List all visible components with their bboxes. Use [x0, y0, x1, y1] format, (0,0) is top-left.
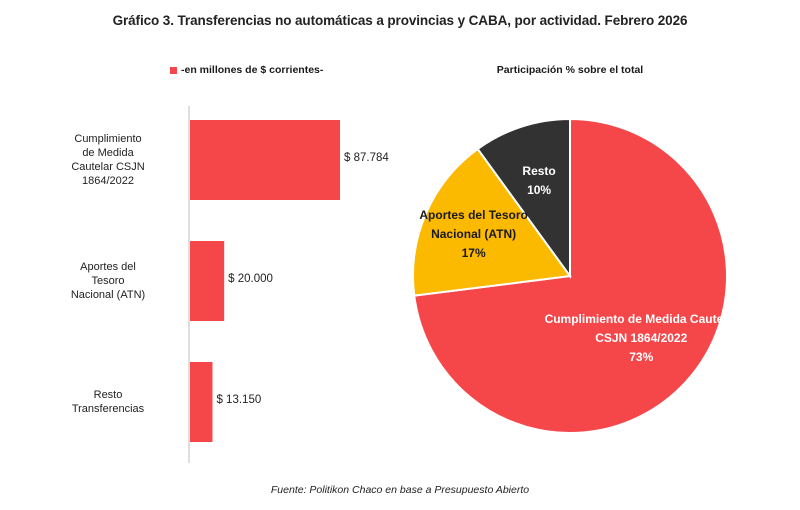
pie-slice-label: Resto 10% — [522, 163, 556, 197]
bar-1 — [190, 241, 225, 321]
bar-series — [190, 120, 340, 442]
pie-slice-label: Aportes del Tesoro Nacional (ATN) 17% — [419, 207, 528, 260]
legend-swatch — [170, 66, 177, 74]
bar-category-label: Aportes del Tesoro Nacional (ATN) — [70, 261, 146, 301]
chart-title: Gráfico 3. Transferencias no automáticas… — [112, 13, 688, 28]
pie-slice-1 — [412, 147, 572, 297]
bar-0 — [190, 120, 340, 200]
bar-value-label: $ 13.150 — [216, 394, 262, 406]
legend-label: -en millones de $ corrientes- — [181, 64, 324, 76]
bar-category-label: Resto Transferencias — [71, 389, 145, 415]
pie-slice-label: Cumplimiento de Medida Cautelar CSJN 186… — [544, 312, 738, 365]
pie-title: Participación % sobre el total — [496, 64, 644, 76]
bar-2 — [190, 362, 213, 442]
bar-category-label: Cumplimiento de Medida Cautelar CSJN 186… — [71, 133, 145, 187]
bar-legend: -en millones de $ corrientes- — [170, 64, 323, 76]
bar-value-label: $ 20.000 — [228, 273, 273, 285]
bar-value-label: $ 87.784 — [344, 152, 389, 164]
source-note: Fuente: Politikon Chaco en base a Presup… — [270, 484, 530, 496]
pie-series — [412, 117, 728, 434]
pie-slice-2 — [476, 117, 571, 280]
